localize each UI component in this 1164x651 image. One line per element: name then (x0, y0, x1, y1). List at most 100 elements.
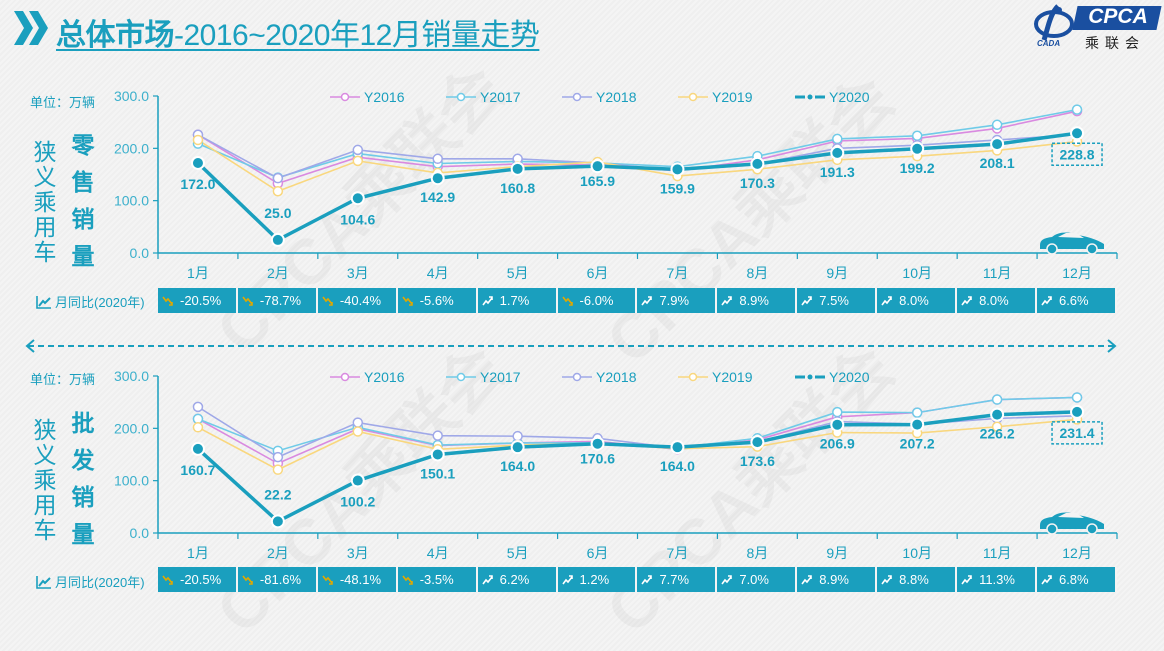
legend-label: Y2017 (480, 89, 521, 105)
trend-up-icon (881, 574, 892, 584)
data-label: 207.2 (900, 436, 935, 452)
data-point-y2017 (832, 406, 843, 418)
data-point-y2017 (1071, 392, 1083, 403)
data-point-y2020 (912, 419, 923, 430)
x-tick-label: 11月 (983, 545, 1012, 561)
trend-up-icon (1041, 574, 1052, 584)
yoy-value: 11.3% (979, 572, 1015, 587)
data-label: 172.0 (180, 176, 215, 192)
data-point-y2020 (192, 443, 203, 454)
x-tick-label: 5月 (507, 545, 529, 561)
yoy-cell: 8.0% (877, 288, 958, 313)
data-point-y2020 (992, 409, 1003, 420)
page-title-bold: 总体市场 (56, 19, 175, 52)
yoy-cell: 7.0% (717, 567, 798, 592)
data-point-y2019 (272, 464, 284, 475)
yoy-value: -81.6% (259, 572, 302, 587)
data-point-y2018 (512, 430, 523, 442)
data-point-y2020 (432, 449, 443, 460)
data-point-y2018 (352, 417, 364, 428)
unit-label: 单位：万辆 (30, 95, 96, 110)
x-tick-label: 6月 (587, 545, 609, 561)
category-label: 狭义乘用车 (33, 417, 57, 543)
data-point-y2019 (352, 155, 364, 167)
x-tick-label: 9月 (826, 545, 848, 561)
data-label: 159.9 (660, 180, 695, 196)
legend-item-y2017[interactable]: Y2017 (446, 369, 521, 385)
data-label: 228.8 (1060, 146, 1095, 162)
trend-down-icon (322, 575, 333, 585)
legend-item-y2019[interactable]: Y2019 (678, 369, 753, 385)
highlight-box (1051, 142, 1103, 167)
data-point-y2020 (512, 442, 523, 453)
data-point-y2018 (272, 172, 284, 184)
double-chevron-icon (14, 11, 48, 45)
yoy-cell: 6.2% (477, 567, 558, 592)
legend-item-y2019[interactable]: Y2019 (678, 89, 753, 105)
yoy-value: 1.2% (579, 572, 610, 587)
x-tick-label: 3月 (347, 265, 369, 281)
yoy-cell: 6.6% (1036, 288, 1117, 313)
x-tick-label: 8月 (746, 265, 768, 281)
cpca-logo-cn: 乘联会 (1085, 35, 1145, 51)
yoy-value: 8.0% (899, 293, 929, 308)
yoy-cell: -78.7% (237, 288, 318, 313)
x-tick-label: 10月 (902, 545, 932, 561)
yoy-cell: 8.9% (717, 288, 798, 313)
legend-item-y2020[interactable]: Y2020 (795, 89, 870, 105)
trend-down-icon (402, 296, 413, 306)
yoy-label-text: 月同比(2020年) (55, 575, 145, 590)
metric-label: 批发销量 (71, 410, 95, 547)
data-label: 100.2 (340, 494, 375, 510)
trend-up-icon (1041, 295, 1052, 305)
x-tick-label: 8月 (746, 545, 768, 561)
yoy-cell: -6.0% (557, 288, 638, 313)
yoy-value: 8.9% (739, 293, 769, 308)
trend-up-icon (641, 295, 653, 305)
yoy-value: 6.6% (1058, 293, 1089, 308)
yoy-value: 6.2% (499, 572, 530, 587)
x-tick-label: 11月 (983, 265, 1012, 281)
retail-line-chart: 0.0 100.0 200.0 300.0 1月 2月 3月 4月 5月 6月 7月 8月 9月 10月 1… (114, 88, 1118, 281)
data-label: 173.6 (740, 453, 775, 469)
cada-logo-icon (1034, 4, 1074, 41)
trend-up-icon (481, 574, 493, 584)
data-point-y2017 (832, 133, 843, 145)
data-point-y2017 (911, 130, 923, 142)
data-point-y2020 (1072, 128, 1083, 139)
data-label: 22.2 (264, 486, 291, 502)
trend-up-icon (561, 574, 573, 584)
legend-item-y2020[interactable]: Y2020 (795, 369, 870, 385)
data-point-y2020 (272, 234, 283, 245)
data-label: 160.7 (180, 462, 215, 478)
data-label: 165.9 (580, 173, 615, 189)
legend-label: Y2020 (829, 89, 870, 105)
data-point-y2020 (512, 163, 523, 174)
x-tick-label: 10月 (902, 265, 932, 281)
legend-item-y2018[interactable]: Y2018 (562, 89, 637, 105)
yoy-row: -20.5% -78.7% -40.4% -5.6% 1.7% -6.0% 7.9% 8.9%… (158, 288, 1117, 313)
data-point-y2020 (1072, 406, 1083, 417)
data-point-y2020 (832, 147, 843, 158)
data-label: 164.0 (660, 458, 695, 474)
y-tick-label: 0.0 (130, 525, 150, 541)
data-point-y2020 (672, 164, 683, 175)
legend-item-y2017[interactable]: Y2017 (446, 89, 521, 105)
legend-label: Y2018 (596, 89, 637, 105)
legend-label: Y2019 (712, 89, 753, 105)
wholesale-line-chart: 0.0 100.0 200.0 300.0 1月 2月 3月 4月 5月 6月 7月 8月 9月 10月 1… (114, 368, 1118, 561)
data-point-y2020 (832, 419, 843, 430)
yoy-value: -6.0% (579, 293, 614, 308)
yoy-cell: -20.5% (158, 288, 238, 313)
page-title-rest: -2016~2020年12月销量走势 (174, 19, 540, 52)
legend-label: Y2019 (712, 369, 753, 385)
data-label: 231.4 (1060, 425, 1095, 441)
x-tick-label: 5月 (507, 265, 529, 281)
yoy-value: -20.5% (180, 293, 222, 308)
yoy-value: 8.9% (819, 572, 849, 587)
legend-item-y2016[interactable]: Y2016 (330, 369, 405, 385)
data-label: 25.0 (264, 205, 291, 221)
legend-item-y2016[interactable]: Y2016 (330, 89, 405, 105)
trend-up-icon (961, 574, 972, 584)
legend-item-y2018[interactable]: Y2018 (562, 369, 637, 385)
